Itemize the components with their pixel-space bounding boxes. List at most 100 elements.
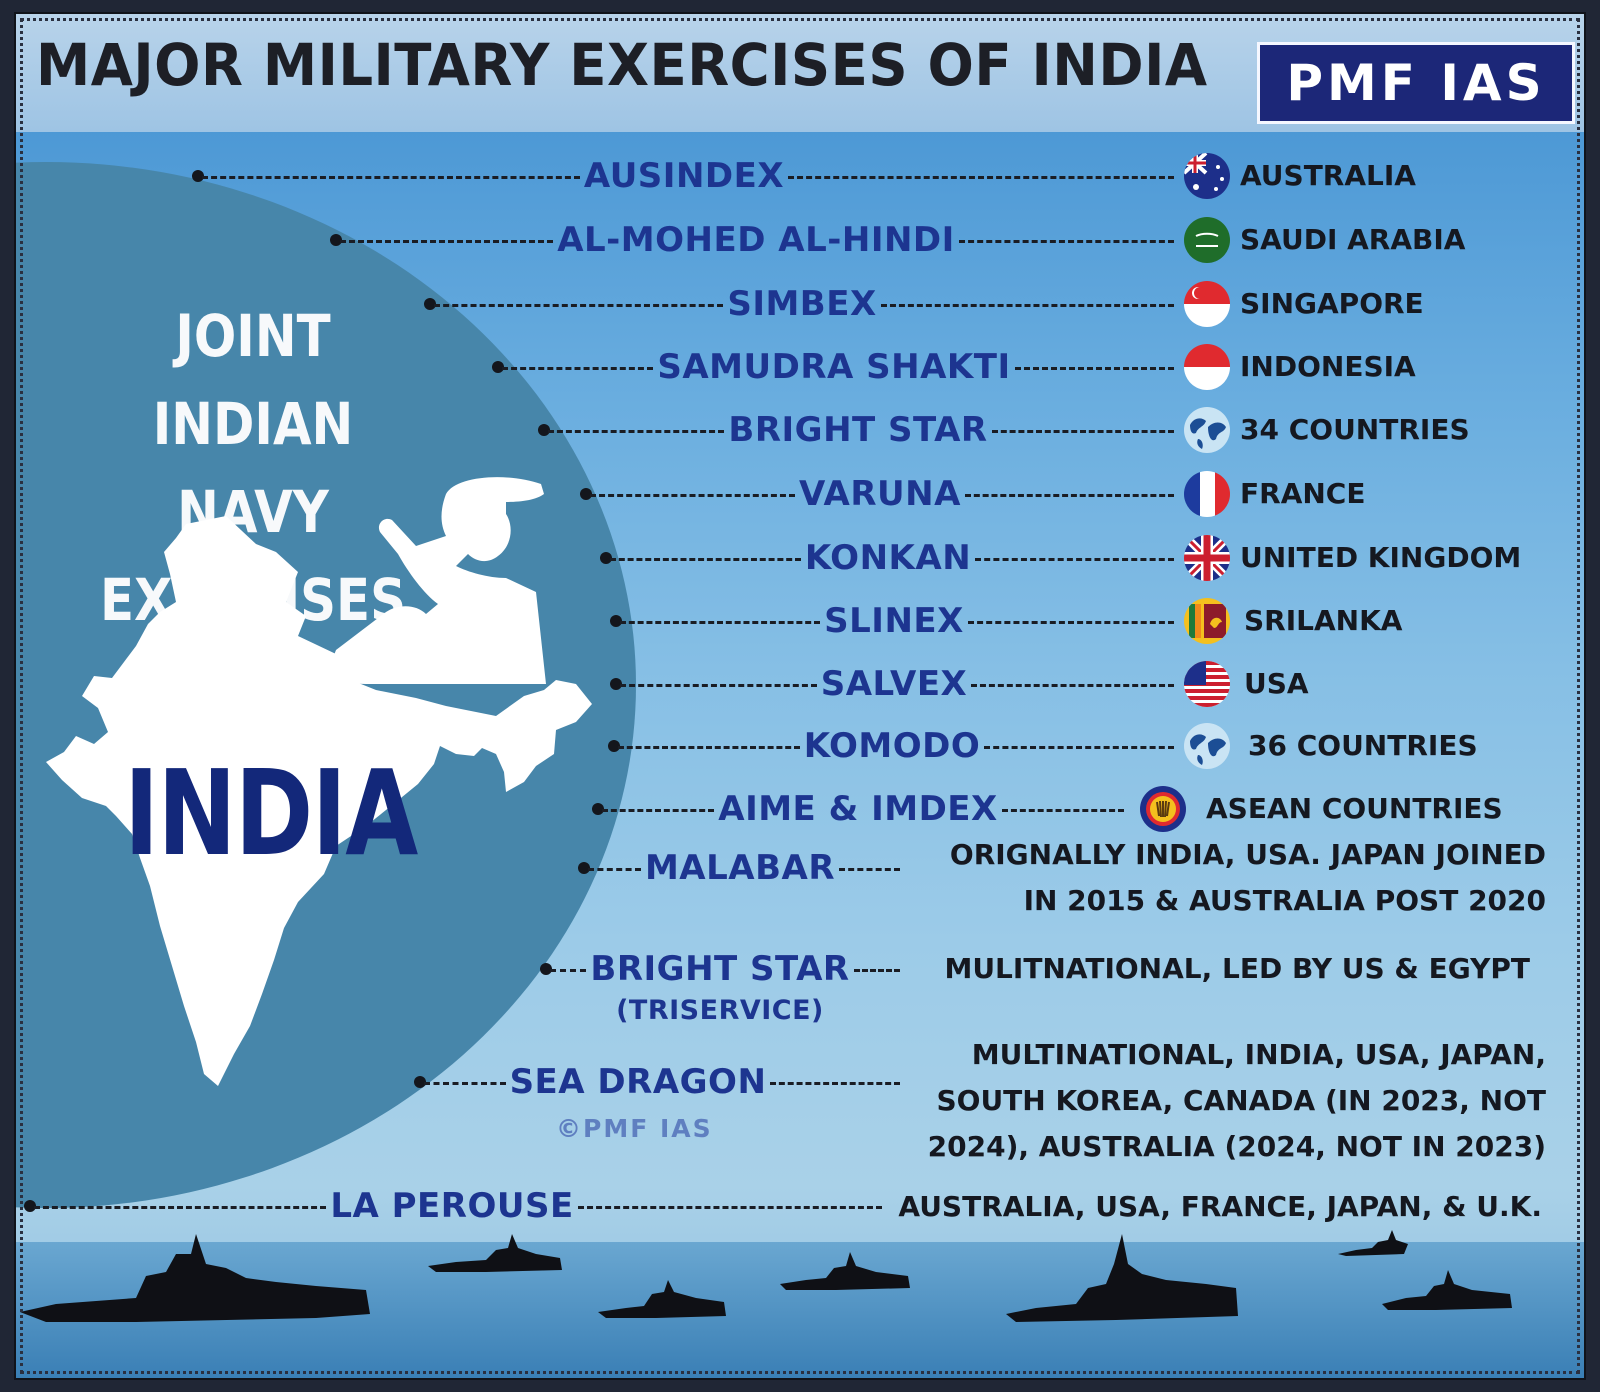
- leader-line: [964, 494, 1174, 497]
- exercise-name: KOMODO: [803, 726, 981, 766]
- globe-icon: [1184, 407, 1230, 453]
- partner-country: SRILANKA: [1244, 604, 1403, 637]
- partner-country: ASEAN COUNTRIES: [1206, 792, 1503, 825]
- exercise-name: LA PEROUSE: [330, 1186, 574, 1226]
- leader-line: [588, 868, 641, 871]
- leader-line: [975, 558, 1174, 561]
- sri-lanka-flag-icon: [1184, 598, 1230, 644]
- india-map-illustration: [46, 477, 592, 1086]
- leader-line: [434, 304, 724, 307]
- partner-country: USA: [1244, 667, 1309, 700]
- page-title: MAJOR MILITARY EXERCISES OF INDIA: [36, 31, 1208, 99]
- warship-icon: [20, 1234, 370, 1322]
- partner-country: 34 COUNTRIES: [1240, 413, 1470, 446]
- description-line: 2024), AUSTRALIA (2024, NOT IN 2023): [927, 1130, 1546, 1163]
- exercise-name: SAMUDRA SHAKTI: [657, 347, 1011, 387]
- leader-line: [548, 430, 725, 433]
- connector-dot: [580, 488, 592, 500]
- connector-dot: [192, 170, 204, 182]
- panel-heading-line1: JOINT INDIAN: [152, 302, 354, 458]
- leader-line: [602, 809, 715, 812]
- connector-dot: [578, 862, 590, 874]
- leader-line: [202, 176, 580, 179]
- warship-icon: [428, 1234, 562, 1272]
- leader-line: [839, 868, 900, 871]
- france-flag-icon: [1184, 471, 1230, 517]
- exercise-name: SEA DRAGON: [509, 1062, 767, 1102]
- leader-line: [1014, 367, 1174, 370]
- connector-dot: [600, 552, 612, 564]
- description-line: IN 2015 & AUSTRALIA POST 2020: [1023, 884, 1546, 917]
- exercise-name: KONKAN: [804, 538, 972, 578]
- leader-line: [853, 969, 900, 972]
- connector-dot: [492, 361, 504, 373]
- partner-country: FRANCE: [1240, 477, 1366, 510]
- leader-line: [618, 746, 800, 749]
- partner-country: AUSTRALIA: [1240, 159, 1416, 192]
- leader-line: [340, 240, 554, 243]
- exercise-description: MULTINATIONAL, INDIA, USA, JAPAN, SOUTH K…: [928, 1032, 1546, 1170]
- exercise-name: MALABAR: [644, 848, 836, 888]
- leader-line: [958, 240, 1174, 243]
- copyright-watermark: ©PMF IAS: [556, 1114, 713, 1143]
- leader-line: [971, 684, 1174, 687]
- leader-line: [550, 969, 587, 972]
- warship-icon: [1006, 1234, 1238, 1322]
- exercise-name: BRIGHT STAR: [590, 949, 850, 989]
- india-map-shape: [46, 516, 592, 1086]
- exercise-name: AUSINDEX: [583, 156, 785, 196]
- leader-line: [770, 1082, 900, 1085]
- description-line: MULTINATIONAL, INDIA, USA, JAPAN,: [971, 1038, 1546, 1071]
- exercise-name: VARUNA: [799, 474, 961, 514]
- exercise-subtitle: (TRISERVICE): [616, 995, 824, 1026]
- description-line: SOUTH KOREA, CANADA (IN 2023, NOT: [936, 1084, 1546, 1117]
- exercise-name: AIME & IMDEX: [718, 789, 998, 829]
- leader-line: [424, 1082, 506, 1085]
- australia-flag-icon: [1184, 153, 1230, 199]
- leader-line: [788, 176, 1174, 179]
- exercise-name: SIMBEX: [727, 284, 877, 324]
- uk-flag-icon: [1184, 535, 1230, 581]
- partner-country: UNITED KINGDOM: [1240, 541, 1522, 574]
- warship-icon: [598, 1280, 726, 1318]
- partner-country: 36 COUNTRIES: [1248, 729, 1478, 762]
- partner-country: SINGAPORE: [1240, 287, 1424, 320]
- connector-dot: [592, 803, 604, 815]
- leader-line: [502, 367, 654, 370]
- description-line: ORIGNALLY INDIA, USA. JAPAN JOINED: [949, 838, 1546, 871]
- exercise-name: SLINEX: [824, 601, 964, 641]
- leader-line: [880, 304, 1174, 307]
- connector-dot: [24, 1200, 36, 1212]
- leader-line: [1001, 809, 1124, 812]
- partner-country: SAUDI ARABIA: [1240, 223, 1466, 256]
- exercise-name: BRIGHT STAR: [728, 410, 988, 450]
- connector-dot: [424, 298, 436, 310]
- warship-icon: [1382, 1270, 1512, 1310]
- partner-country: INDONESIA: [1240, 350, 1416, 383]
- connector-dot: [330, 234, 342, 246]
- connector-dot: [610, 615, 622, 627]
- saudi-arabia-flag-icon: [1184, 217, 1230, 263]
- warship-icon: [780, 1252, 910, 1290]
- warship-icon: [1338, 1230, 1408, 1256]
- indonesia-flag-icon: [1184, 344, 1230, 390]
- connector-dot: [538, 424, 550, 436]
- brand-logo: PMF IAS: [1257, 42, 1575, 124]
- leader-line: [610, 558, 801, 561]
- exercise-name: AL-MOHED AL-HINDI: [557, 220, 955, 260]
- map-label: INDIA: [124, 744, 418, 882]
- exercise-name: SALVEX: [820, 664, 968, 704]
- globe-icon: [1184, 723, 1230, 769]
- asean-emblem-icon: [1140, 786, 1186, 832]
- warship-silhouettes: [20, 1230, 1512, 1322]
- description-line: MULITNATIONAL, LED BY US & EGYPT: [944, 952, 1530, 985]
- leader-line: [991, 430, 1174, 433]
- leader-line: [967, 621, 1174, 624]
- connector-dot: [414, 1076, 426, 1088]
- description-line: AUSTRALIA, USA, FRANCE, JAPAN, & U.K.: [898, 1190, 1542, 1223]
- leader-line: [984, 746, 1174, 749]
- connector-dot: [540, 963, 552, 975]
- infographic: MAJOR MILITARY EXERCISES OF INDIA PMF IA…: [14, 12, 1586, 1380]
- usa-flag-icon: [1184, 661, 1230, 707]
- saluting-sailor-icon: [333, 477, 546, 684]
